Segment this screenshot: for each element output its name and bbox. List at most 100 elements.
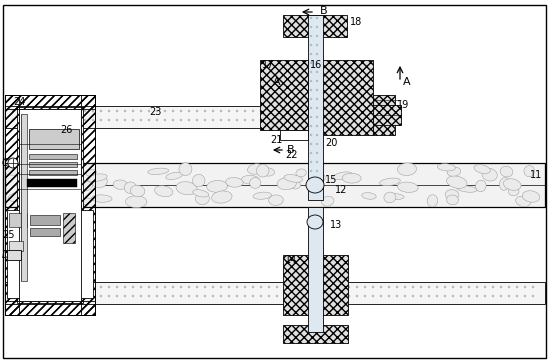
Ellipse shape (195, 192, 210, 205)
Text: 20: 20 (325, 138, 337, 148)
Circle shape (476, 286, 478, 288)
Bar (283, 325, 348, 343)
Circle shape (28, 286, 30, 288)
Circle shape (164, 119, 166, 121)
Circle shape (100, 295, 102, 297)
Circle shape (204, 119, 206, 121)
Circle shape (68, 286, 70, 288)
Circle shape (468, 286, 470, 288)
Circle shape (316, 143, 318, 145)
Circle shape (310, 125, 312, 127)
Ellipse shape (508, 188, 519, 196)
Ellipse shape (333, 172, 353, 180)
Circle shape (124, 110, 126, 112)
Circle shape (316, 295, 318, 297)
Ellipse shape (427, 195, 438, 207)
Circle shape (452, 286, 454, 288)
Circle shape (428, 286, 430, 288)
Ellipse shape (43, 176, 58, 184)
Bar (30, 228, 60, 236)
Circle shape (8, 158, 18, 168)
Ellipse shape (474, 164, 491, 174)
Circle shape (116, 119, 118, 121)
Text: 14: 14 (285, 255, 297, 265)
Ellipse shape (261, 168, 274, 176)
Circle shape (36, 119, 38, 121)
Circle shape (372, 295, 375, 297)
Circle shape (310, 62, 312, 64)
Text: A: A (273, 77, 280, 87)
Circle shape (310, 71, 312, 73)
Circle shape (292, 286, 294, 288)
Circle shape (310, 179, 312, 181)
Circle shape (212, 286, 214, 288)
Circle shape (364, 286, 366, 288)
Bar (19, 109, 81, 301)
Circle shape (420, 286, 422, 288)
Ellipse shape (16, 181, 34, 191)
Circle shape (180, 110, 182, 112)
Circle shape (252, 119, 254, 121)
Circle shape (212, 110, 214, 112)
Circle shape (483, 295, 486, 297)
Circle shape (36, 286, 38, 288)
Circle shape (452, 295, 454, 297)
Ellipse shape (284, 175, 302, 182)
Bar (7, 250, 21, 260)
Circle shape (292, 119, 294, 121)
Bar (63, 213, 75, 243)
Circle shape (148, 295, 150, 297)
Circle shape (124, 295, 126, 297)
Text: D: D (2, 250, 9, 260)
Circle shape (219, 286, 222, 288)
Circle shape (131, 295, 134, 297)
Circle shape (28, 119, 30, 121)
Ellipse shape (207, 180, 227, 192)
Circle shape (379, 295, 382, 297)
Circle shape (276, 295, 278, 297)
Circle shape (131, 110, 134, 112)
Circle shape (252, 286, 254, 288)
Circle shape (212, 119, 214, 121)
Ellipse shape (40, 175, 59, 184)
Circle shape (236, 295, 238, 297)
Circle shape (188, 295, 190, 297)
Circle shape (92, 295, 94, 297)
Text: 25: 25 (2, 230, 14, 240)
Circle shape (476, 295, 478, 297)
Circle shape (404, 286, 406, 288)
Circle shape (310, 161, 312, 163)
Text: B: B (287, 145, 295, 155)
Circle shape (524, 286, 526, 288)
Circle shape (108, 295, 111, 297)
Circle shape (316, 107, 318, 109)
Text: 22: 22 (285, 150, 298, 160)
Circle shape (236, 119, 238, 121)
Circle shape (172, 119, 174, 121)
Circle shape (356, 295, 358, 297)
Ellipse shape (447, 176, 467, 188)
Circle shape (316, 89, 318, 91)
Circle shape (156, 119, 158, 121)
Circle shape (196, 295, 199, 297)
Circle shape (524, 295, 526, 297)
Circle shape (412, 286, 414, 288)
Circle shape (310, 107, 312, 109)
Ellipse shape (155, 186, 173, 197)
Circle shape (268, 119, 270, 121)
Ellipse shape (91, 195, 112, 202)
Ellipse shape (482, 168, 497, 181)
Text: 16: 16 (310, 60, 322, 70)
Bar (260, 60, 308, 130)
Ellipse shape (277, 178, 296, 190)
Circle shape (310, 80, 312, 82)
Bar (283, 255, 348, 315)
Ellipse shape (76, 198, 92, 205)
Text: 17: 17 (262, 60, 274, 70)
Bar (308, 207, 323, 332)
Circle shape (156, 295, 158, 297)
Circle shape (316, 286, 318, 288)
Circle shape (12, 110, 14, 112)
Circle shape (395, 295, 398, 297)
Circle shape (316, 53, 318, 55)
